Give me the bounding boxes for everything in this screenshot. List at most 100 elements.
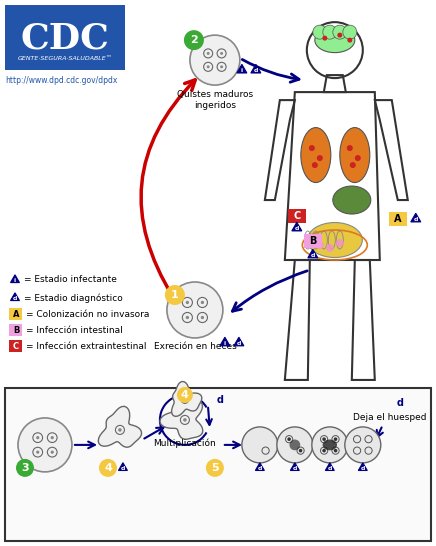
Text: d: d [293,466,297,471]
Circle shape [201,301,204,304]
Text: 5: 5 [211,463,219,473]
Circle shape [36,436,39,440]
Circle shape [312,162,318,168]
FancyArrowPatch shape [377,428,383,437]
Polygon shape [119,462,127,471]
Circle shape [317,155,323,161]
Text: Quistes maduros
ingeridos: Quistes maduros ingeridos [177,90,253,110]
Circle shape [312,427,348,463]
FancyArrowPatch shape [242,60,299,82]
Circle shape [220,66,223,68]
Circle shape [99,459,117,477]
Circle shape [347,38,352,43]
Text: 1: 1 [171,290,179,300]
Circle shape [323,25,337,39]
Polygon shape [292,222,302,231]
Circle shape [334,449,337,453]
FancyArrowPatch shape [75,442,95,448]
Text: Multiplicación: Multiplicación [153,438,216,448]
Text: d: d [254,68,258,73]
Ellipse shape [307,223,362,258]
Text: CDC: CDC [20,21,109,55]
Circle shape [242,427,278,463]
FancyBboxPatch shape [304,234,322,248]
Circle shape [355,155,361,161]
Text: d: d [396,398,403,408]
Ellipse shape [340,128,370,182]
Text: d: d [414,217,418,222]
FancyArrowPatch shape [206,408,212,425]
Circle shape [184,399,186,401]
Polygon shape [10,275,20,283]
Text: d: d [237,341,241,346]
Circle shape [350,162,356,168]
FancyBboxPatch shape [5,5,125,70]
Circle shape [165,285,185,305]
Text: 2: 2 [190,35,198,45]
Circle shape [206,459,224,477]
Polygon shape [411,213,421,222]
Text: d: d [310,253,315,258]
Circle shape [299,449,302,453]
Polygon shape [220,337,230,346]
Text: Deja el huesped: Deja el huesped [353,413,426,423]
Circle shape [345,427,381,463]
Circle shape [326,244,334,252]
Text: d: d [13,295,17,301]
Circle shape [322,35,327,40]
Circle shape [186,301,189,304]
Polygon shape [251,64,261,73]
Ellipse shape [323,440,337,450]
Circle shape [18,418,72,472]
Circle shape [287,437,291,441]
Circle shape [36,450,39,454]
Polygon shape [290,462,300,471]
Circle shape [220,52,223,55]
Circle shape [184,30,204,50]
FancyBboxPatch shape [288,209,306,223]
Circle shape [316,241,324,249]
FancyBboxPatch shape [5,388,431,541]
FancyArrowPatch shape [347,442,353,448]
Text: i: i [224,341,226,346]
Text: B: B [13,327,19,335]
Circle shape [343,25,357,39]
Text: 4: 4 [181,390,189,400]
FancyArrowPatch shape [276,442,282,448]
Circle shape [333,25,347,39]
FancyArrowPatch shape [232,271,307,311]
Text: C: C [293,211,300,221]
Text: i: i [14,278,16,283]
Circle shape [201,316,204,319]
Text: d: d [216,395,223,405]
Text: Exreción en heces: Exreción en heces [153,342,236,351]
Circle shape [190,35,240,85]
FancyBboxPatch shape [10,341,23,353]
Text: = Infección intestinal: = Infección intestinal [26,327,123,335]
Polygon shape [10,293,20,301]
Text: A: A [394,214,402,224]
Circle shape [51,436,54,440]
Ellipse shape [315,28,355,52]
Circle shape [322,437,326,441]
Polygon shape [308,249,318,258]
FancyBboxPatch shape [10,308,23,321]
Circle shape [207,52,210,55]
Ellipse shape [301,128,331,182]
Text: d: d [327,466,332,471]
Text: = Infección extraintestinal: = Infección extraintestinal [26,342,146,352]
Text: GENTE·SEGURA·SALUDABLE™: GENTE·SEGURA·SALUDABLE™ [17,56,112,61]
Polygon shape [325,462,334,471]
Polygon shape [160,400,203,439]
Text: = Colonización no invasora: = Colonización no invasora [26,311,150,319]
Circle shape [118,428,122,432]
Text: = Estadio infectante: = Estadio infectante [24,276,117,284]
Text: 4: 4 [104,463,112,473]
Text: d: d [295,225,299,231]
Text: http://www.dpd.cdc.gov/dpdx: http://www.dpd.cdc.gov/dpdx [5,76,117,85]
Circle shape [177,387,193,403]
Polygon shape [358,462,367,471]
Circle shape [337,33,342,38]
Text: 3: 3 [21,463,29,473]
Text: = Estadio diagnóstico: = Estadio diagnóstico [24,293,123,302]
